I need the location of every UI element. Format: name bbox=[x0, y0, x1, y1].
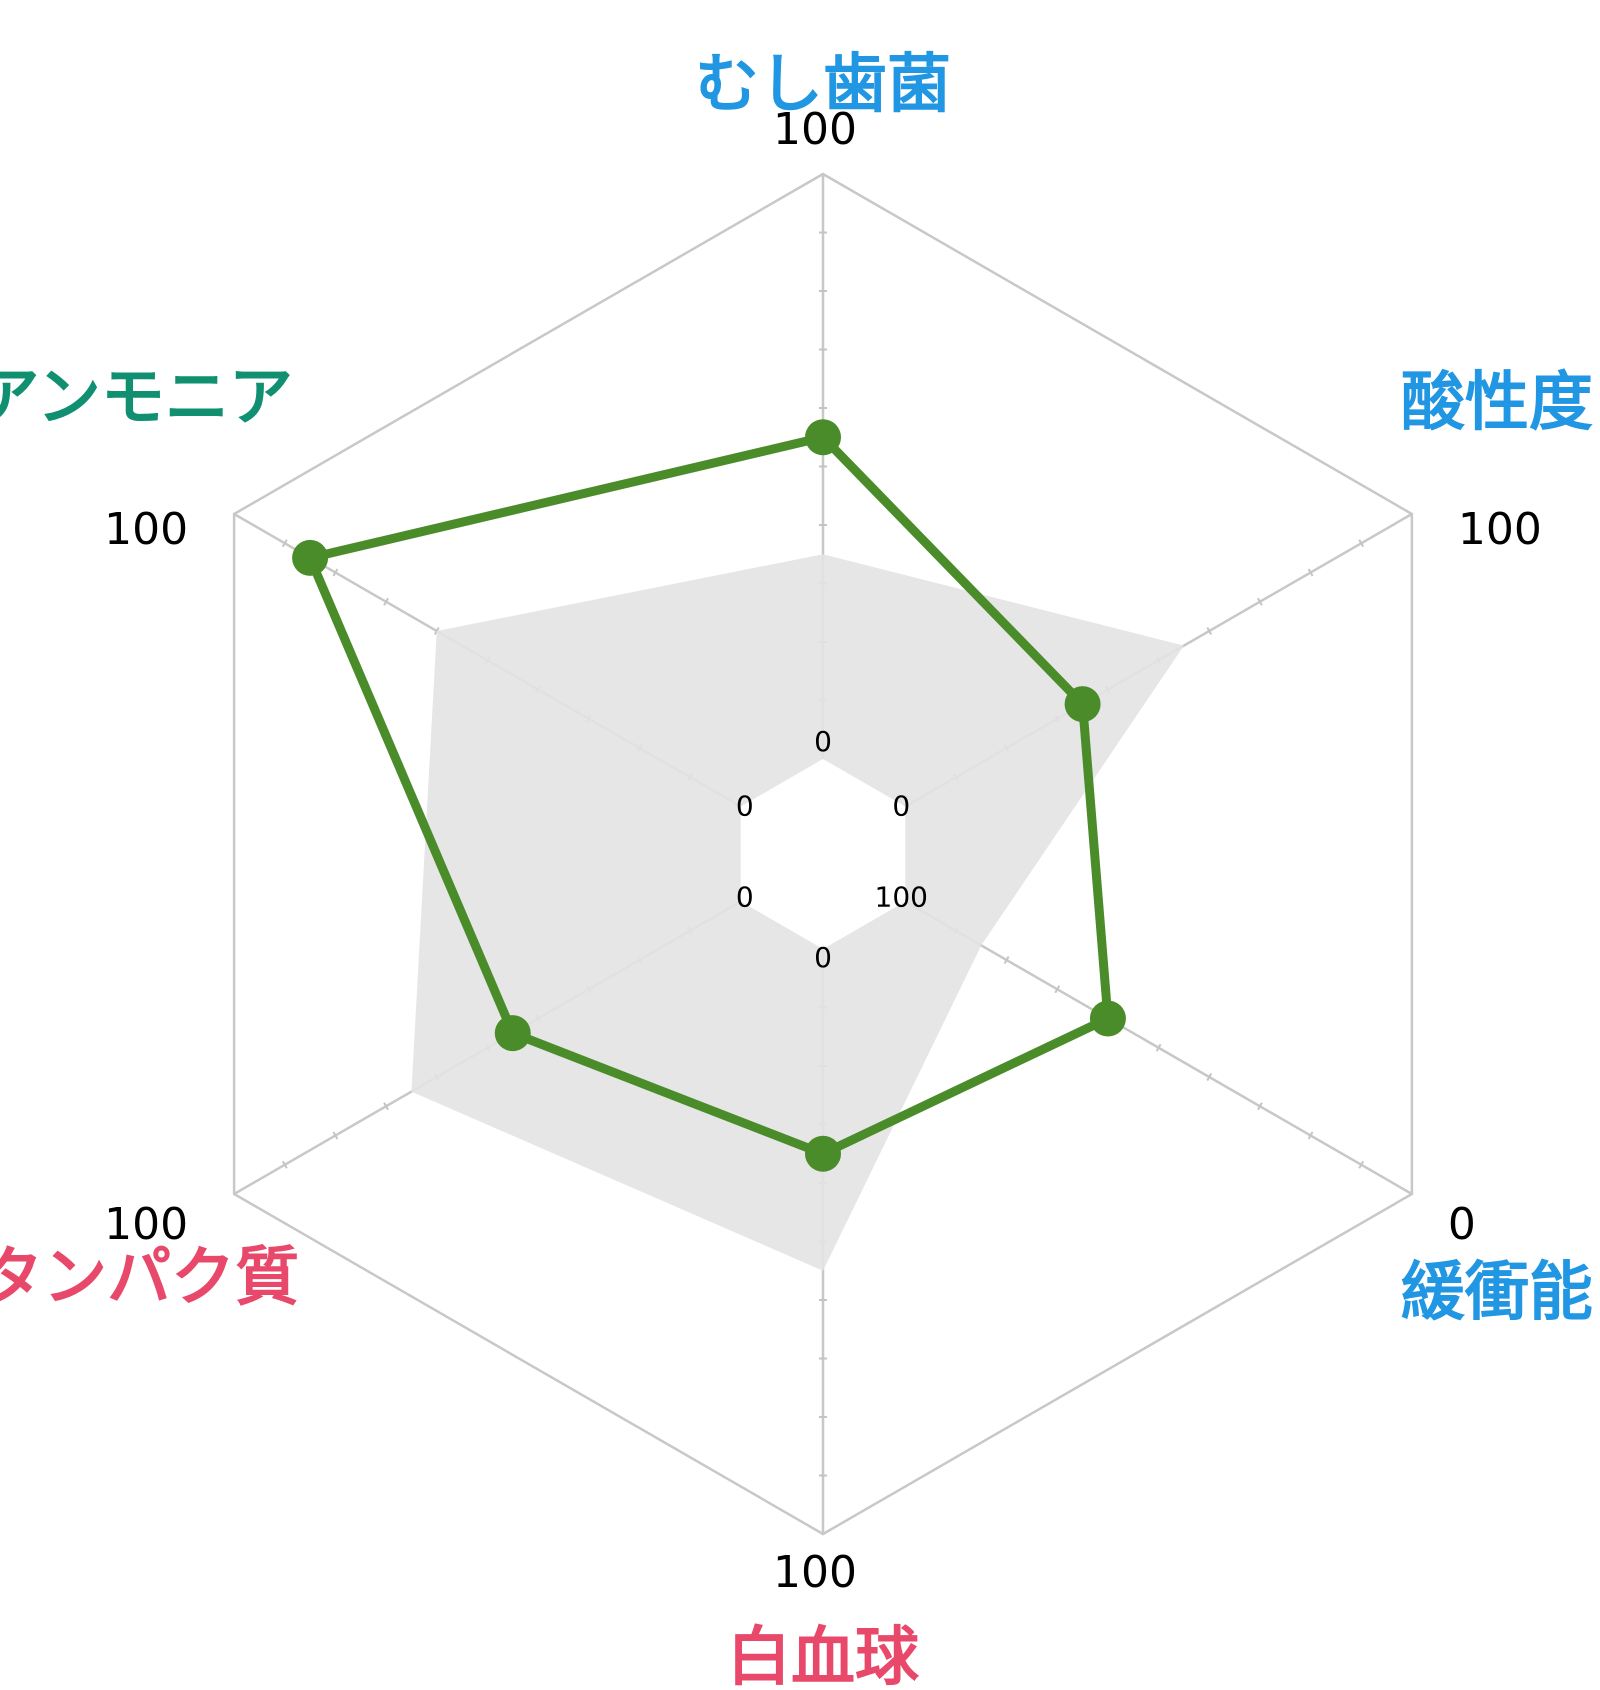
axis-inner-label: 0 bbox=[814, 941, 832, 974]
axis-max-label: 100 bbox=[773, 1547, 857, 1598]
series-point bbox=[1064, 686, 1101, 723]
axis-max-label: 100 bbox=[1458, 504, 1542, 555]
axis-tick bbox=[1358, 539, 1365, 548]
axis-max-label: 0 bbox=[1448, 1199, 1476, 1250]
axis-tick bbox=[332, 1131, 339, 1140]
axis-label: 緩衝能 bbox=[1401, 1256, 1593, 1330]
axis-tick bbox=[1155, 1043, 1162, 1052]
axis-max-label: 100 bbox=[104, 1199, 188, 1250]
axis-tick bbox=[1206, 1073, 1213, 1081]
series-point bbox=[494, 1015, 531, 1052]
axis-tick bbox=[332, 568, 339, 577]
center-hexagon bbox=[740, 759, 906, 949]
axis-inner-label: 0 bbox=[736, 881, 754, 914]
center-hole bbox=[740, 759, 906, 949]
axis-tick bbox=[281, 1160, 288, 1169]
axis-tick bbox=[281, 539, 288, 548]
label-layer: むし歯菌1000酸性度1000緩衝能0100白血球1000タンパク質1000アン… bbox=[0, 48, 1593, 1690]
axis-tick bbox=[383, 1102, 389, 1111]
axis-inner-label: 0 bbox=[736, 790, 754, 823]
axis-inner-label: 0 bbox=[892, 790, 910, 823]
series-point bbox=[1089, 1000, 1126, 1037]
axis-inner-label: 0 bbox=[814, 725, 832, 758]
axis-tick bbox=[1307, 1131, 1314, 1140]
axis-tick bbox=[1206, 627, 1213, 635]
series-layer bbox=[292, 419, 1126, 1172]
axis-tick bbox=[383, 597, 389, 606]
axis-max-label: 100 bbox=[104, 504, 188, 555]
axis-label: 白血球 bbox=[727, 1621, 920, 1690]
axis-label: アンモニア bbox=[0, 361, 293, 435]
axis-inner-label: 100 bbox=[875, 881, 928, 914]
axis-label: タンパク質 bbox=[0, 1241, 299, 1315]
series-point bbox=[292, 539, 329, 576]
axis-label: むし歯菌 bbox=[695, 48, 951, 122]
axis-tick bbox=[1358, 1160, 1365, 1169]
series-point bbox=[805, 1135, 841, 1172]
axis-tick bbox=[1003, 956, 1010, 964]
series-point bbox=[805, 419, 841, 456]
axis-tick bbox=[1307, 568, 1314, 577]
axis-label: 酸性度 bbox=[1401, 366, 1593, 440]
axis-max-label: 100 bbox=[773, 104, 857, 155]
axis-tick bbox=[1257, 1102, 1263, 1111]
axis-tick bbox=[1054, 985, 1061, 994]
axis-tick bbox=[1257, 597, 1263, 606]
